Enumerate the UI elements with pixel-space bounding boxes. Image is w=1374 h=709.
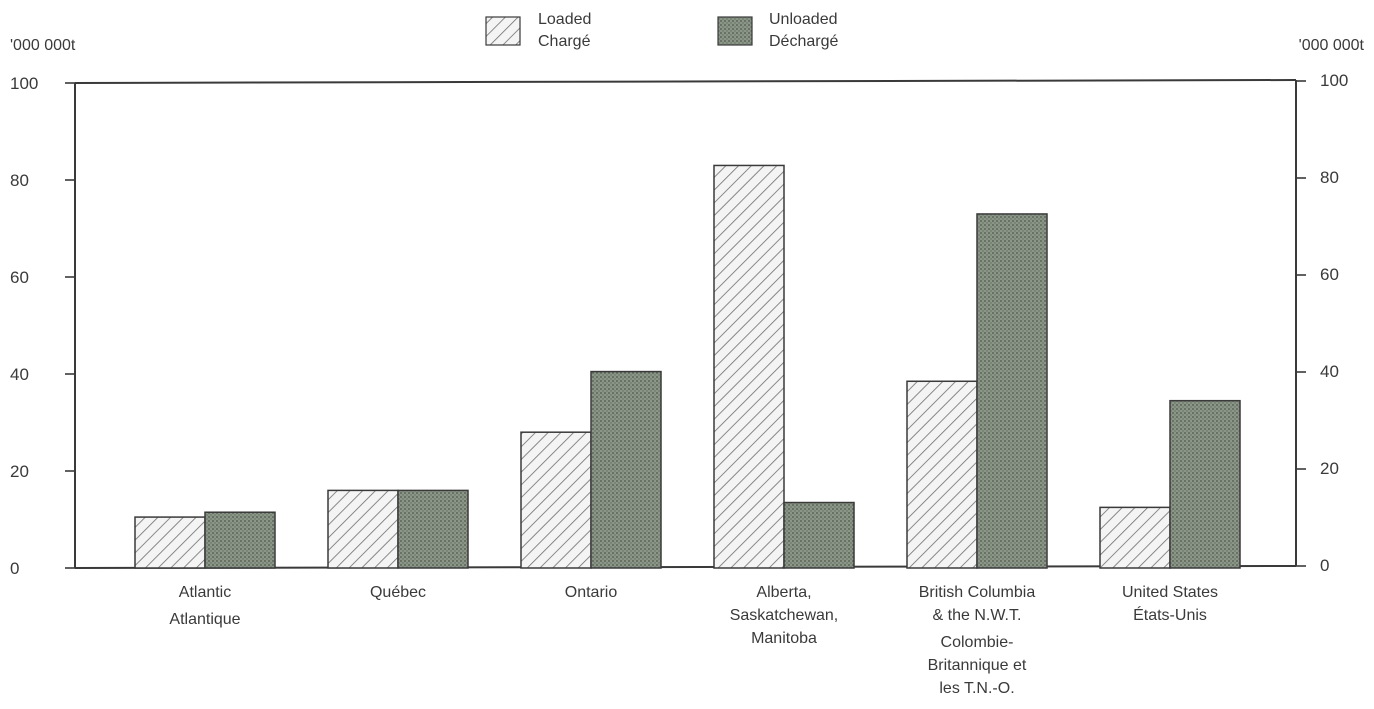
- plot-frame: [74, 79, 1297, 569]
- bar-unloaded: [1169, 399, 1241, 569]
- top-axis-line: [74, 79, 1297, 84]
- bar-unloaded: [590, 370, 662, 569]
- category-label: British Columbia: [919, 584, 1036, 601]
- bars-layer: [134, 164, 1241, 569]
- category-label: Britannique et: [928, 657, 1027, 674]
- bar-unloaded: [397, 489, 469, 569]
- bar-unloaded: [204, 511, 276, 569]
- bar-loaded: [134, 516, 206, 569]
- right-tick-label: 40: [1320, 362, 1339, 381]
- category-label: Saskatchewan,: [730, 607, 839, 624]
- left-tick-label: 80: [10, 171, 29, 190]
- bar-loaded: [327, 489, 399, 569]
- left-unit-label: '000 000t: [10, 37, 76, 54]
- right-tick-label: 20: [1320, 459, 1339, 478]
- legend-label-loaded-line1: Loaded: [538, 11, 591, 28]
- right-tick-label: 0: [1320, 556, 1329, 575]
- category-label: United States: [1122, 584, 1218, 601]
- category-label: les T.N.-O.: [939, 680, 1014, 697]
- category-label: Manitoba: [751, 630, 817, 647]
- tick-layer: 0 0 20 20 40 40 60 60 80 80 100 100: [10, 71, 1348, 578]
- right-tick-label: 60: [1320, 265, 1339, 284]
- legend-label-loaded-line2: Chargé: [538, 33, 591, 50]
- baseline-axis-line: [74, 565, 1297, 569]
- category-label: Alberta,: [756, 584, 811, 601]
- left-tick-label: 100: [10, 74, 38, 93]
- legend: Loaded Chargé Unloaded Déchargé: [485, 11, 838, 50]
- category-label: Atlantique: [169, 611, 240, 628]
- category-label: Ontario: [565, 584, 618, 601]
- legend-swatch-loaded: [485, 16, 521, 46]
- legend-swatch-unloaded: [717, 16, 753, 46]
- right-tick-label: 80: [1320, 168, 1339, 187]
- right-unit-label: '000 000t: [1299, 37, 1365, 54]
- category-label: Colombie-: [941, 634, 1014, 651]
- left-tick-label: 0: [10, 559, 19, 578]
- bar-loaded: [906, 380, 978, 569]
- bar-unloaded: [783, 501, 855, 569]
- category-label: États-Unis: [1133, 605, 1207, 624]
- category-label-layer: Atlantic Atlantique Québec Ontario Alberta, S…: [169, 584, 1218, 697]
- left-tick-label: 40: [10, 365, 29, 384]
- category-label: Québec: [370, 584, 426, 601]
- right-tick-label: 100: [1320, 71, 1348, 90]
- bar-loaded: [1099, 506, 1171, 569]
- bar-unloaded: [976, 213, 1048, 569]
- legend-label-unloaded-line1: Unloaded: [769, 11, 838, 28]
- bar-loaded: [713, 164, 785, 569]
- left-tick-label: 20: [10, 462, 29, 481]
- category-label: Atlantic: [179, 584, 231, 601]
- legend-label-unloaded-line2: Déchargé: [769, 33, 838, 50]
- left-tick-label: 60: [10, 268, 29, 287]
- category-label: & the N.W.T.: [933, 607, 1022, 624]
- bar-loaded: [520, 431, 592, 569]
